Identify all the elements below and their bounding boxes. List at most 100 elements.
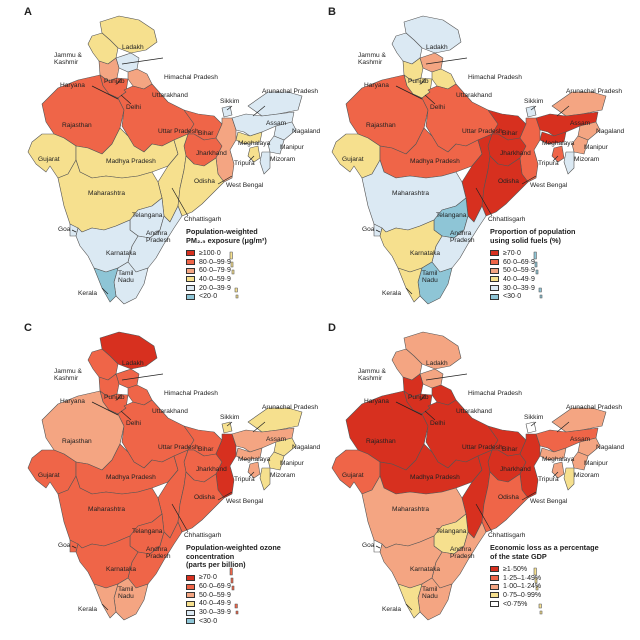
label-west-bengal: West Bengal bbox=[226, 182, 264, 189]
india-map bbox=[331, 15, 607, 305]
legend-title: Economic loss as a percentage of the stat… bbox=[490, 543, 599, 561]
legend-label: ≥70·0 bbox=[503, 249, 521, 257]
legend: Population-weighted ozone concentration(… bbox=[186, 543, 311, 626]
legend-title: Population-weighted ozone concentration(… bbox=[186, 543, 281, 569]
label-arunachal-pradesh: Arunachal Pradesh bbox=[566, 88, 623, 95]
legend-swatch bbox=[186, 583, 195, 590]
state-sikkim bbox=[221, 421, 233, 434]
legend-item: 60·0–79·9 bbox=[186, 266, 311, 275]
label-delhi: Delhi bbox=[430, 104, 446, 111]
state-kerala bbox=[397, 267, 423, 303]
legend-item: <30·0 bbox=[186, 617, 311, 626]
label-jammu-kashmir: Jammu & Kashmir bbox=[54, 368, 82, 382]
map-panel-c: C bbox=[18, 322, 320, 625]
legend-swatch bbox=[186, 250, 195, 257]
legend-item: 80·0–99·9 bbox=[186, 258, 311, 267]
legend-label: ≥70·0 bbox=[199, 574, 217, 582]
label-uttar-pradesh: Uttar Pradesh bbox=[462, 444, 503, 451]
label-goa: Goa bbox=[362, 226, 375, 233]
legend-title: Population-weighted PM₂.₅ exposure (μg/m³… bbox=[186, 227, 267, 245]
state-nagaland bbox=[273, 121, 297, 141]
label-goa: Goa bbox=[58, 542, 71, 549]
label-madhya-pradesh: Madhya Pradesh bbox=[106, 158, 156, 165]
state-odisha bbox=[177, 471, 225, 533]
state-tripura bbox=[551, 145, 565, 163]
legend-label: 0·75–0·99% bbox=[503, 591, 542, 599]
label-tamil-nadu: Tamil Nadu bbox=[422, 270, 438, 284]
legend-swatch bbox=[490, 250, 499, 257]
legend-item: ≥100·0 bbox=[186, 249, 311, 258]
label-madhya-pradesh: Madhya Pradesh bbox=[410, 158, 460, 165]
label-chhattisgarh: Chhattisgarh bbox=[184, 532, 222, 539]
label-himachal-pradesh: Himachal Pradesh bbox=[164, 390, 218, 397]
state-west-bengal bbox=[519, 433, 541, 499]
panel-letter: C bbox=[24, 322, 32, 334]
label-nagaland: Nagaland bbox=[596, 444, 625, 451]
label-karnataka: Karnataka bbox=[106, 566, 137, 573]
legend: Economic loss as a percentage of the stat… bbox=[490, 543, 615, 608]
state-mizoram bbox=[259, 151, 271, 175]
legend-swatch bbox=[490, 575, 499, 582]
legend-item: 60·0–69·9 bbox=[490, 258, 615, 267]
legend-label: 1·00–1·24% bbox=[503, 583, 542, 591]
legend-item: 50·0–59·9 bbox=[490, 266, 615, 275]
legend-swatch bbox=[186, 285, 195, 292]
label-uttar-pradesh: Uttar Pradesh bbox=[158, 128, 199, 135]
label-assam: Assam bbox=[266, 120, 287, 127]
legend-item: ≥70·0 bbox=[186, 574, 311, 583]
label-sikkim: Sikkim bbox=[220, 414, 240, 421]
label-west-bengal: West Bengal bbox=[226, 498, 264, 505]
label-arunachal-pradesh: Arunachal Pradesh bbox=[262, 88, 319, 95]
state-mizoram bbox=[563, 151, 575, 175]
legend-label: 40·0–59·9 bbox=[199, 275, 231, 283]
legend-items: ≥1·50% 1·25–1·49% 1·00–1·24% 0·75–0·99% <0·7… bbox=[490, 565, 615, 608]
label-maharashtra: Maharashtra bbox=[88, 506, 126, 513]
label-uttar-pradesh: Uttar Pradesh bbox=[462, 128, 503, 135]
label-himachal-pradesh: Himachal Pradesh bbox=[468, 390, 522, 397]
state-tripura bbox=[247, 461, 261, 479]
label-punjab: Punjab bbox=[104, 394, 125, 401]
label-meghalaya: Meghalaya bbox=[238, 456, 271, 463]
legend-label: 60·0–69·9 bbox=[503, 258, 535, 266]
label-rajasthan: Rajasthan bbox=[62, 438, 92, 445]
state-nagaland bbox=[577, 437, 601, 457]
label-haryana: Haryana bbox=[60, 82, 85, 89]
state-nagaland bbox=[273, 437, 297, 457]
label-odisha: Odisha bbox=[194, 178, 215, 185]
label-uttarakhand: Uttarakhand bbox=[456, 92, 492, 99]
label-sikkim: Sikkim bbox=[524, 414, 544, 421]
state-nagaland bbox=[577, 121, 601, 141]
label-meghalaya: Meghalaya bbox=[542, 140, 575, 147]
state-west-bengal bbox=[215, 117, 237, 183]
label-telangana: Telangana bbox=[132, 212, 163, 219]
legend-swatch bbox=[490, 583, 499, 590]
state-manipur bbox=[571, 451, 589, 471]
label-assam: Assam bbox=[570, 436, 591, 443]
label-mizoram: Mizoram bbox=[270, 156, 296, 163]
legend-swatch bbox=[186, 276, 195, 283]
india-map bbox=[27, 15, 303, 305]
label-bihar: Bihar bbox=[502, 446, 518, 453]
label-meghalaya: Meghalaya bbox=[542, 456, 575, 463]
label-odisha: Odisha bbox=[194, 494, 215, 501]
legend-swatch bbox=[490, 276, 499, 283]
label-arunachal-pradesh: Arunachal Pradesh bbox=[566, 404, 623, 411]
label-rajasthan: Rajasthan bbox=[366, 438, 396, 445]
label-uttarakhand: Uttarakhand bbox=[456, 408, 492, 415]
label-goa: Goa bbox=[58, 226, 71, 233]
legend-label: 80·0–99·9 bbox=[199, 258, 231, 266]
legend-label: 20·0–39·9 bbox=[199, 284, 231, 292]
label-maharashtra: Maharashtra bbox=[392, 506, 430, 513]
legend-title: Proportion of population using solid fuel… bbox=[490, 227, 576, 245]
label-gujarat: Gujarat bbox=[38, 156, 60, 163]
label-assam: Assam bbox=[570, 120, 591, 127]
legend-label: 50·0–59·9 bbox=[199, 591, 231, 599]
state-karnataka bbox=[379, 219, 443, 273]
label-kerala: Kerala bbox=[78, 606, 98, 613]
label-rajasthan: Rajasthan bbox=[366, 122, 396, 129]
label-jammu-kashmir: Jammu & Kashmir bbox=[358, 52, 386, 66]
legend-item: 40·0–59·9 bbox=[186, 275, 311, 284]
label-arunachal-pradesh: Arunachal Pradesh bbox=[262, 404, 319, 411]
label-jharkhand: Jharkhand bbox=[500, 150, 531, 157]
legend-swatch bbox=[490, 267, 499, 274]
